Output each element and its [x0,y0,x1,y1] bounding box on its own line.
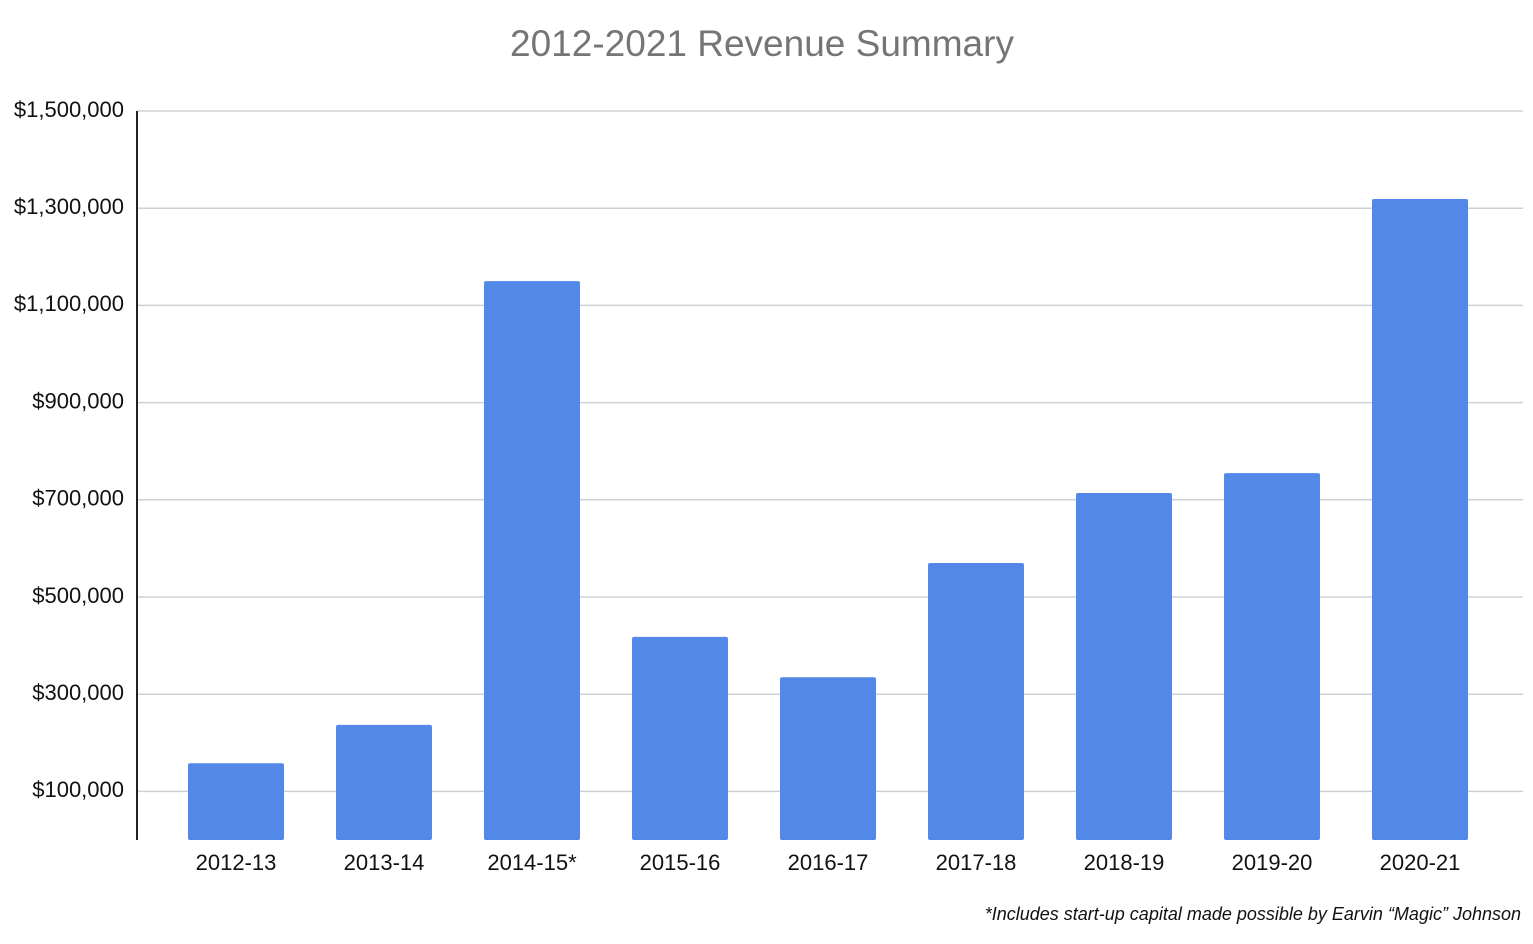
x-tick-label: 2015-16 [640,850,721,875]
bar [188,763,284,840]
bar [1372,198,1468,840]
y-tick-label: $100,000 [32,777,124,802]
x-tick-label: 2016-17 [788,850,869,875]
bar [1224,473,1320,840]
y-tick-label: $1,300,000 [14,194,124,219]
bar [780,677,876,840]
y-tick-label: $300,000 [32,680,124,705]
y-tick-label: $1,500,000 [14,97,124,122]
y-tick-label: $700,000 [32,486,124,511]
bar [632,636,728,840]
bar [336,724,432,840]
x-tick-label: 2020-21 [1380,850,1461,875]
x-tick-label: 2014-15* [487,850,577,875]
x-tick-label: 2019-20 [1232,850,1313,875]
footnote: *Includes start-up capital made possible… [985,904,1521,924]
x-tick-label: 2018-19 [1084,850,1165,875]
x-tick-label: 2017-18 [936,850,1017,875]
bar [484,281,580,841]
bar [928,562,1024,840]
chart-title: 2012-2021 Revenue Summary [510,23,1014,64]
bar [1076,492,1172,840]
y-tick-label: $500,000 [32,583,124,608]
x-tick-label: 2013-14 [344,850,425,875]
x-tick-label: 2012-13 [196,850,277,875]
y-tick-label: $1,100,000 [14,291,124,316]
y-tick-label: $900,000 [32,388,124,413]
